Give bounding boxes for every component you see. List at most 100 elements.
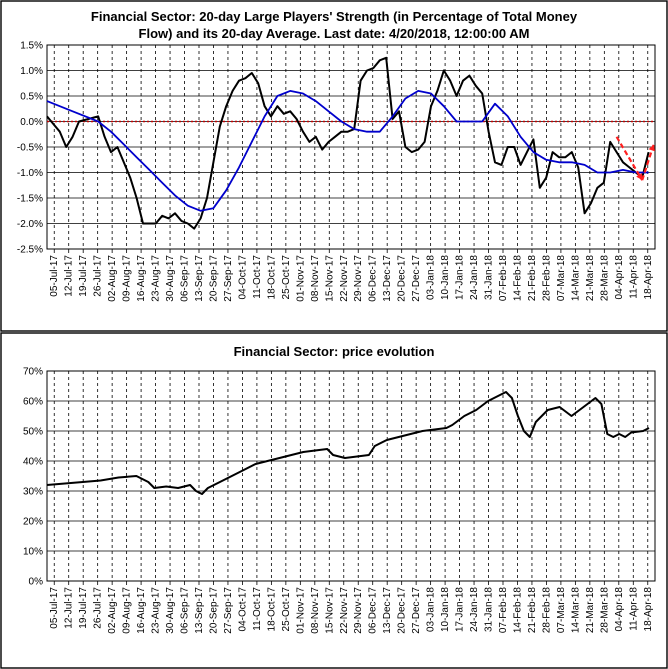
bottom-x-tick-label: 13-Sep-17 [194,587,205,634]
top-y-tick-label: -0.5% [17,143,43,154]
annotation-arrow-head [636,173,643,181]
bottom-x-tick-label: 09-Aug-17 [122,587,133,634]
top-x-tick-label: 13-Dec-17 [382,255,393,302]
top-x-tick-label: 25-Oct-17 [281,255,292,300]
bottom-x-tick-label: 01-Nov-17 [295,587,306,634]
bottom-x-tick-label: 18-Oct-17 [266,587,277,632]
top-x-tick-label: 26-Jul-17 [93,255,104,297]
bottom-y-tick-label: 70% [23,367,43,378]
top-x-tick-label: 14-Feb-18 [512,255,523,302]
top-x-tick-label: 29-Nov-17 [353,255,364,302]
bottom-y-tick-label: 60% [23,397,43,408]
top-x-tick-label: 05-Jul-17 [49,255,60,297]
bottom-x-tick-label: 02-Aug-17 [107,587,118,634]
top-x-tick-label: 11-Oct-17 [252,255,263,299]
bottom-x-tick-label: 03-Jan-18 [426,587,437,632]
top-x-tick-label: 24-Jan-18 [469,255,480,300]
top-x-tick-label: 20-Dec-17 [397,255,408,302]
top-x-tick-label: 04-Oct-17 [237,255,248,300]
top-chart-title-line-2: Flow) and its 20-day Average. Last date:… [139,26,530,41]
bottom-x-tick-label: 28-Mar-18 [599,587,610,634]
bottom-y-tick-label: 10% [23,547,43,558]
top-x-tick-label: 19-Jul-17 [78,255,89,297]
bottom-x-tick-label: 18-Apr-18 [643,587,654,632]
top-x-tick-label: 15-Nov-17 [324,255,335,302]
bottom-x-tick-label: 17-Jan-18 [455,587,466,632]
top-x-tick-label: 04-Apr-18 [614,255,625,300]
bottom-x-tick-label: 16-Aug-17 [136,587,147,634]
top-x-tick-label: 28-Feb-18 [541,255,552,302]
top-x-tick-label: 22-Nov-17 [339,255,350,302]
top-y-tick-label: -2.0% [17,219,43,230]
bottom-x-tick-label: 07-Feb-18 [498,587,509,634]
top-chart-title-line-1: Financial Sector: 20-day Large Players' … [91,9,578,24]
top-x-tick-label: 07-Mar-18 [556,255,567,302]
top-y-tick-label: -1.0% [17,168,43,179]
bottom-x-tick-label: 21-Mar-18 [585,587,596,634]
top-x-tick-label: 14-Mar-18 [570,255,581,302]
top-x-tick-label: 31-Jan-18 [484,255,495,300]
top-x-tick-label: 20-Sep-17 [208,255,219,302]
bottom-x-tick-label: 04-Apr-18 [614,587,625,632]
bottom-x-tick-label: 06-Dec-17 [368,587,379,634]
top-x-tick-label: 16-Aug-17 [136,255,147,302]
bottom-x-tick-label: 26-Jul-17 [93,587,104,629]
annotation-arrow-shaft [615,136,644,181]
bottom-x-tick-label: 22-Nov-17 [339,587,350,634]
bottom-y-tick-label: 20% [23,517,43,528]
bottom-x-tick-label: 14-Mar-18 [570,587,581,634]
bottom-y-tick-label: 0% [29,577,44,588]
bottom-y-tick-label: 40% [23,457,43,468]
top-x-tick-label: 27-Sep-17 [223,255,234,302]
top-x-tick-label: 21-Feb-18 [527,255,538,302]
top-x-tick-label: 08-Nov-17 [310,255,321,302]
bottom-x-tick-label: 06-Sep-17 [180,587,191,634]
bottom-series-1-line [46,391,650,495]
bottom-x-tick-label: 13-Dec-17 [382,587,393,634]
bottom-x-tick-label: 04-Oct-17 [237,587,248,632]
top-x-tick-label: 06-Sep-17 [180,255,191,302]
bottom-x-tick-label: 07-Mar-18 [556,587,567,634]
bottom-x-tick-label: 21-Feb-18 [527,587,538,634]
bottom-x-tick-label: 10-Jan-18 [440,587,451,632]
top-x-tick-label: 30-Aug-17 [165,255,176,302]
top-x-tick-label: 21-Mar-18 [585,255,596,302]
bottom-x-tick-label: 20-Dec-17 [397,587,408,634]
top-x-tick-label: 28-Mar-18 [599,255,610,302]
bottom-x-tick-label: 11-Oct-17 [252,587,263,631]
bottom-x-tick-label: 12-Jul-17 [64,587,75,629]
bottom-x-tick-label: 24-Jan-18 [469,587,480,632]
bottom-x-tick-label: 25-Oct-17 [281,587,292,632]
top-x-tick-label: 18-Apr-18 [643,255,654,300]
top-y-tick-label: 0.5% [20,92,43,103]
top-x-tick-label: 09-Aug-17 [122,255,133,302]
bottom-x-tick-label: 27-Dec-17 [411,587,422,634]
top-y-tick-label: 1.5% [20,41,43,52]
bottom-x-tick-label: 30-Aug-17 [165,587,176,634]
bottom-x-tick-label: 05-Jul-17 [49,587,60,629]
bottom-x-tick-label: 23-Aug-17 [151,587,162,634]
bottom-x-tick-label: 28-Feb-18 [541,587,552,634]
top-x-tick-label: 17-Jan-18 [455,255,466,300]
top-y-tick-label: 1.0% [20,66,43,77]
top-x-tick-label: 06-Dec-17 [368,255,379,302]
bottom-x-tick-label: 14-Feb-18 [512,587,523,634]
top-x-tick-label: 23-Aug-17 [151,255,162,302]
bottom-x-tick-label: 15-Nov-17 [324,587,335,634]
top-x-tick-label: 11-Apr-18 [628,255,639,299]
bottom-x-tick-label: 19-Jul-17 [78,587,89,629]
top-y-tick-label: -1.5% [17,194,43,205]
top-x-tick-label: 18-Oct-17 [266,255,277,300]
top-x-tick-label: 12-Jul-17 [64,255,75,297]
top-x-tick-label: 02-Aug-17 [107,255,118,302]
top-y-tick-label: -2.5% [17,245,43,256]
top-x-tick-label: 13-Sep-17 [194,255,205,302]
top-x-tick-label: 03-Jan-18 [426,255,437,300]
bottom-y-tick-label: 50% [23,427,43,438]
bottom-y-tick-label: 30% [23,487,43,498]
bottom-x-tick-label: 11-Apr-18 [628,587,639,631]
bottom-plot-area [46,370,656,582]
annotation-arrow-shaft [641,144,655,181]
bottom-x-tick-label: 08-Nov-17 [310,587,321,634]
